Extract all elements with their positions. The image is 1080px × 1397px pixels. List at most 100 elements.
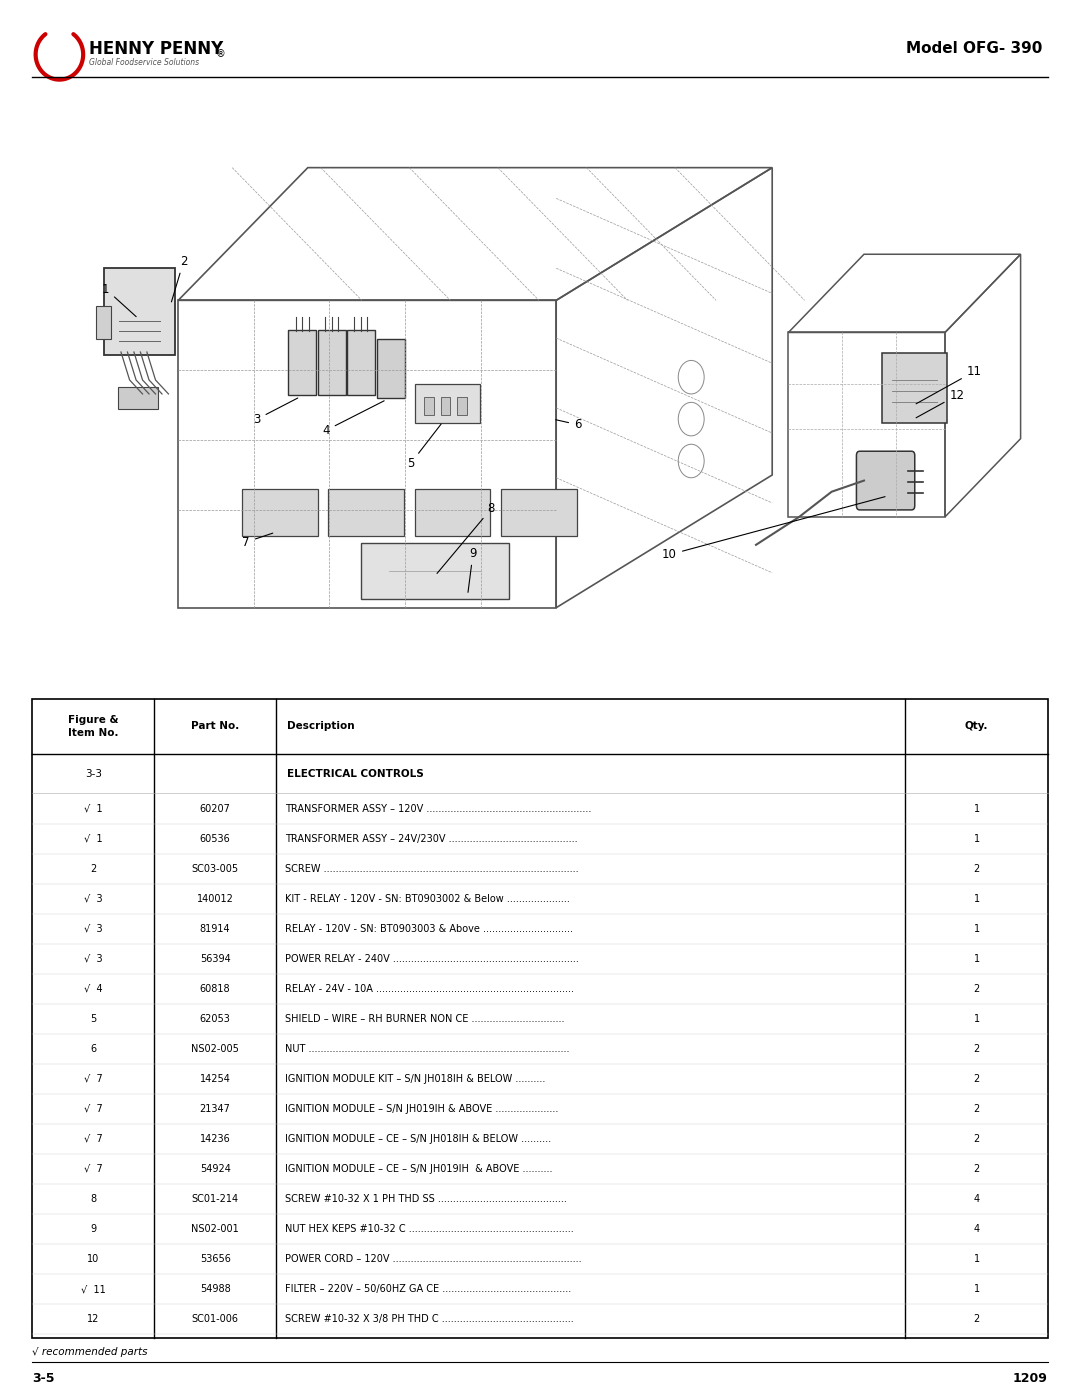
Text: 2: 2	[973, 1134, 980, 1144]
Text: 2: 2	[973, 983, 980, 993]
Text: Global Foodservice Solutions: Global Foodservice Solutions	[89, 59, 199, 67]
Text: Figure &
Item No.: Figure & Item No.	[68, 715, 119, 738]
Text: RELAY - 120V - SN: BT0903003 & Above ..............................: RELAY - 120V - SN: BT0903003 & Above ...…	[285, 923, 572, 933]
Text: ®: ®	[216, 49, 226, 59]
Text: √  7: √ 7	[84, 1104, 103, 1113]
Bar	[441, 397, 450, 415]
Text: 1: 1	[973, 1255, 980, 1264]
FancyBboxPatch shape	[318, 330, 346, 395]
Text: 1: 1	[973, 1014, 980, 1024]
Text: 2: 2	[973, 1104, 980, 1113]
Text: TRANSFORMER ASSY – 24V/230V ...........................................: TRANSFORMER ASSY – 24V/230V ............…	[285, 834, 578, 844]
Text: RELAY - 24V - 10A ..............................................................: RELAY - 24V - 10A ......................…	[285, 983, 573, 993]
FancyBboxPatch shape	[415, 489, 490, 536]
Text: 9: 9	[91, 1224, 96, 1234]
FancyBboxPatch shape	[415, 384, 480, 423]
Text: 8: 8	[91, 1194, 96, 1204]
Text: 62053: 62053	[200, 1014, 230, 1024]
Text: NUT HEX KEPS #10-32 C .......................................................: NUT HEX KEPS #10-32 C ..................…	[285, 1224, 573, 1234]
Bar	[457, 397, 467, 415]
Text: Qty.: Qty.	[964, 721, 988, 732]
Text: 10: 10	[662, 497, 886, 562]
Text: NUT ............................................................................: NUT ....................................…	[285, 1044, 569, 1053]
FancyBboxPatch shape	[347, 330, 375, 395]
Text: 4: 4	[323, 401, 384, 437]
Text: √  7: √ 7	[84, 1074, 103, 1084]
Text: 4: 4	[973, 1224, 980, 1234]
Text: 54988: 54988	[200, 1284, 230, 1294]
Text: 2: 2	[91, 863, 96, 873]
Text: 12: 12	[916, 388, 964, 418]
Text: √  1: √ 1	[84, 834, 103, 844]
Text: 5: 5	[91, 1014, 96, 1024]
Text: 3-5: 3-5	[32, 1372, 55, 1386]
Text: 6: 6	[556, 418, 581, 432]
Text: 1: 1	[973, 954, 980, 964]
Text: 11: 11	[916, 365, 982, 404]
Text: 1: 1	[973, 923, 980, 933]
Text: √  3: √ 3	[84, 894, 103, 904]
Text: 14254: 14254	[200, 1074, 230, 1084]
Text: 10: 10	[87, 1255, 99, 1264]
Text: 60818: 60818	[200, 983, 230, 993]
FancyBboxPatch shape	[377, 339, 405, 398]
FancyBboxPatch shape	[361, 543, 509, 599]
Text: HENNY PENNY: HENNY PENNY	[89, 41, 222, 57]
Text: SCREW #10-32 X 3/8 PH THD C ............................................: SCREW #10-32 X 3/8 PH THD C ............…	[285, 1315, 573, 1324]
Text: Model OFG- 390: Model OFG- 390	[906, 42, 1042, 56]
Text: 2: 2	[973, 863, 980, 873]
Text: POWER RELAY - 240V .............................................................: POWER RELAY - 240V .....................…	[285, 954, 579, 964]
FancyBboxPatch shape	[856, 451, 915, 510]
Text: 53656: 53656	[200, 1255, 230, 1264]
Text: 140012: 140012	[197, 894, 233, 904]
FancyBboxPatch shape	[96, 306, 111, 339]
Text: 54924: 54924	[200, 1164, 230, 1173]
Text: SC01-006: SC01-006	[191, 1315, 239, 1324]
FancyBboxPatch shape	[501, 489, 577, 536]
Text: Part No.: Part No.	[191, 721, 240, 732]
Text: 2: 2	[973, 1164, 980, 1173]
Text: 2: 2	[973, 1315, 980, 1324]
Text: FILTER – 220V – 50/60HZ GA CE ...........................................: FILTER – 220V – 50/60HZ GA CE ..........…	[285, 1284, 571, 1294]
Text: 14236: 14236	[200, 1134, 230, 1144]
Text: 60207: 60207	[200, 803, 230, 813]
FancyBboxPatch shape	[242, 489, 318, 536]
Text: SC03-005: SC03-005	[191, 863, 239, 873]
Text: NS02-005: NS02-005	[191, 1044, 239, 1053]
Text: 6: 6	[91, 1044, 96, 1053]
Text: SC01-214: SC01-214	[191, 1194, 239, 1204]
Text: √  3: √ 3	[84, 923, 103, 933]
Text: 1: 1	[973, 834, 980, 844]
Bar	[424, 397, 434, 415]
Text: 81914: 81914	[200, 923, 230, 933]
Text: SCREW #10-32 X 1 PH THD SS ...........................................: SCREW #10-32 X 1 PH THD SS .............…	[285, 1194, 567, 1204]
Text: POWER CORD – 120V ..............................................................: POWER CORD – 120V ......................…	[285, 1255, 581, 1264]
Text: 1: 1	[103, 282, 136, 317]
Text: 8: 8	[437, 502, 495, 573]
Text: 56394: 56394	[200, 954, 230, 964]
Text: 1209: 1209	[1013, 1372, 1048, 1386]
Text: SHIELD – WIRE – RH BURNER NON CE ...............................: SHIELD – WIRE – RH BURNER NON CE .......…	[285, 1014, 564, 1024]
Text: √  1: √ 1	[84, 803, 103, 813]
Text: 12: 12	[87, 1315, 99, 1324]
Text: 3-3: 3-3	[85, 768, 102, 780]
Text: KIT - RELAY - 120V - SN: BT0903002 & Below .....................: KIT - RELAY - 120V - SN: BT0903002 & Bel…	[285, 894, 569, 904]
Text: 1: 1	[973, 1284, 980, 1294]
Text: SCREW ..........................................................................: SCREW ..................................…	[285, 863, 578, 873]
Bar	[32, 698, 1048, 1338]
Text: √  7: √ 7	[84, 1164, 103, 1173]
Text: IGNITION MODULE KIT – S/N JH018IH & BELOW ..........: IGNITION MODULE KIT – S/N JH018IH & BELO…	[285, 1074, 545, 1084]
Text: 9: 9	[468, 546, 476, 592]
Text: ELECTRICAL CONTROLS: ELECTRICAL CONTROLS	[287, 768, 423, 780]
Text: √ recommended parts: √ recommended parts	[32, 1347, 148, 1358]
FancyBboxPatch shape	[118, 387, 158, 409]
Text: 21347: 21347	[200, 1104, 230, 1113]
Text: 2: 2	[973, 1074, 980, 1084]
Text: 60536: 60536	[200, 834, 230, 844]
FancyBboxPatch shape	[882, 353, 947, 423]
FancyBboxPatch shape	[104, 268, 175, 355]
Text: √  3: √ 3	[84, 954, 103, 964]
Text: 3: 3	[254, 398, 298, 426]
Text: 2: 2	[973, 1044, 980, 1053]
Text: √  7: √ 7	[84, 1134, 103, 1144]
